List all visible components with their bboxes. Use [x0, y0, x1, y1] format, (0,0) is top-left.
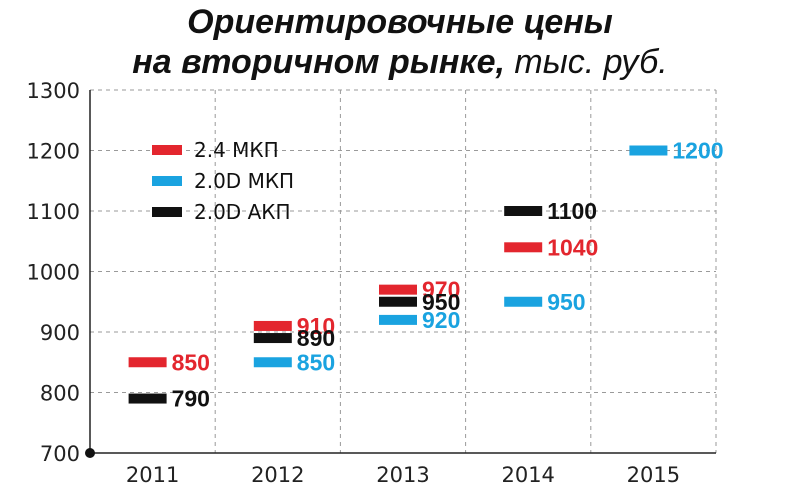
data-mark: [504, 206, 543, 216]
legend-entry: 2.0D АКП: [194, 200, 290, 224]
data-mark: [379, 314, 417, 325]
axis-origin-dot: [85, 448, 95, 458]
data-label: 920: [422, 307, 460, 333]
data-mark: [128, 393, 167, 404]
data-label: 950: [422, 289, 460, 315]
chart-title-bold: на вторичном рынке,: [132, 43, 505, 81]
data-label: 950: [547, 289, 585, 315]
x-tick-label: 2013: [376, 463, 429, 487]
y-tick-label: 700: [40, 442, 80, 466]
chart-title-unit: тыс. руб.: [504, 43, 668, 81]
x-tick-labels: 2011 2012 2013 2014 2015: [126, 463, 680, 487]
legend-swatch: [152, 207, 182, 217]
data-mark: [379, 296, 417, 307]
chart-title-line-2: на вторичном рынке, тыс. руб.: [0, 42, 800, 82]
data-label: 1100: [547, 198, 597, 224]
legend-swatch: [152, 176, 182, 186]
data-label: 850: [297, 349, 335, 375]
chart-title-line-1: Ориентировочные цены: [187, 3, 613, 41]
axes: [85, 90, 716, 458]
legend-entry: 2.0D МКП: [194, 169, 294, 193]
data-mark: [253, 333, 292, 344]
data-label: 970: [422, 277, 460, 303]
data-mark: [253, 320, 292, 331]
data-label: 1040: [547, 234, 598, 260]
y-tick-label: 800: [40, 382, 80, 406]
grid-lines: [90, 89, 717, 453]
x-tick-label: 2011: [126, 463, 179, 487]
data-label: 1200: [672, 138, 723, 164]
x-tick-label: 2012: [251, 463, 304, 487]
y-tick-label: 900: [40, 321, 80, 345]
data-mark: [128, 357, 167, 368]
x-tick-label: 2015: [627, 463, 680, 487]
data-mark: [629, 145, 668, 156]
data-label: 910: [297, 313, 335, 339]
data-label: 890: [297, 325, 335, 351]
data-label: 790: [172, 386, 210, 412]
legend-swatch: [152, 145, 182, 155]
y-tick-label: 1000: [27, 261, 80, 285]
data-mark: [504, 296, 543, 307]
y-tick-label: 1200: [27, 140, 80, 164]
y-tick-labels: 700 800 900 1000 1100 1200 1300: [27, 79, 80, 466]
data-mark: [504, 242, 543, 253]
legend: 2.4 МКП 2.0D МКП 2.0D АКП: [152, 138, 294, 224]
data-mark: [379, 284, 417, 295]
x-tick-label: 2014: [501, 463, 554, 487]
y-tick-label: 1100: [27, 200, 80, 224]
legend-entry: 2.4 МКП: [194, 138, 279, 162]
data-mark: [253, 357, 292, 368]
data-label: 850: [172, 349, 210, 375]
y-tick-label: 1300: [27, 79, 80, 103]
